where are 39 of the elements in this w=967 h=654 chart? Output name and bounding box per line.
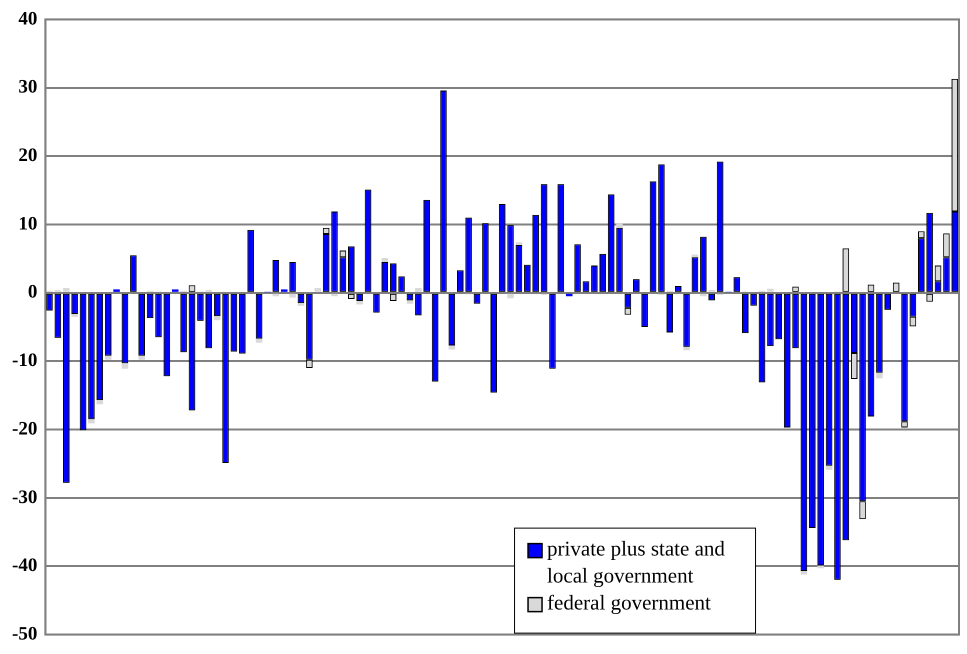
bar [876, 372, 883, 378]
y-tick-label: 20 [18, 145, 38, 166]
bar [406, 300, 414, 304]
bar [113, 289, 120, 292]
bar [448, 345, 456, 350]
y-tick-label: -10 [12, 350, 38, 372]
bar [616, 224, 623, 228]
bar [88, 419, 95, 424]
bar [314, 288, 322, 292]
bar [172, 289, 179, 292]
bar [104, 356, 112, 360]
legend-label: federal government [547, 590, 712, 615]
y-tick-label: -30 [12, 486, 38, 508]
y-tick-label: 40 [18, 8, 38, 30]
bar [516, 242, 522, 245]
bar [214, 316, 220, 320]
bar [817, 566, 824, 568]
y-tick-label: -50 [12, 624, 38, 645]
bar [382, 258, 388, 262]
bar [826, 466, 832, 470]
bar [63, 288, 70, 292]
bar [280, 289, 288, 292]
bar [122, 363, 128, 369]
bar [507, 294, 514, 298]
bar [96, 400, 104, 404]
bar [692, 254, 698, 258]
bar [356, 301, 363, 304]
bar [298, 303, 304, 306]
bar [800, 571, 808, 574]
bar [138, 356, 145, 360]
bar [71, 314, 78, 317]
bar [289, 294, 296, 298]
bar [415, 288, 422, 292]
y-tick-label: -20 [12, 418, 38, 440]
y-tick-label: 10 [18, 213, 38, 234]
bar [256, 338, 262, 343]
y-tick-label: -40 [12, 555, 38, 576]
y-tick-label: 0 [28, 282, 38, 303]
y-tick-label: 30 [18, 76, 38, 98]
